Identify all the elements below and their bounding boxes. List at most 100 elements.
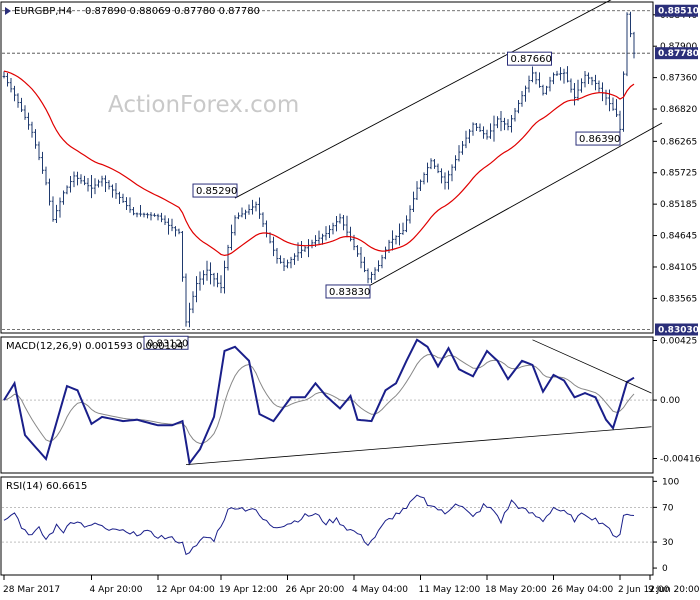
price-bar: [475, 122, 478, 131]
price-bar: [534, 71, 538, 85]
price-bar: [219, 275, 223, 294]
price-bar: [244, 209, 247, 220]
price-bar: [149, 212, 153, 221]
price-bar: [450, 164, 454, 182]
price-level-flag: [655, 323, 698, 336]
price-bar: [324, 226, 328, 241]
price-bar: [139, 204, 142, 217]
price-ytick-label: 0.84105: [660, 263, 697, 273]
price-bar: [20, 97, 23, 112]
x-tick-label: 11 May 12:00: [419, 585, 481, 595]
price-bar: [65, 185, 69, 195]
price-bar: [2, 71, 6, 79]
price-annotation: 0.83830: [325, 284, 371, 299]
price-bar: [142, 212, 146, 218]
price-bar: [13, 85, 16, 102]
price-level-flag-label: 0.83030: [658, 326, 699, 336]
channel-lower-line: [367, 122, 663, 287]
price-bar: [188, 302, 191, 328]
price-bar: [90, 175, 93, 199]
price-bar: [174, 226, 177, 237]
price-bar: [569, 78, 573, 93]
price-layer: 0.83120 0.85290 0.83830 0.87660 0.86390: [2, 0, 663, 350]
price-bar: [632, 31, 636, 59]
price-bar: [562, 68, 566, 84]
price-bar: [454, 155, 457, 171]
macd-title: MACD(12,26,9) 0.001593 0.000104: [6, 341, 184, 352]
price-bar: [580, 78, 583, 93]
price-bar: [83, 175, 86, 186]
price-bar: [41, 151, 44, 174]
price-bar: [156, 213, 160, 221]
price-bar: [191, 291, 195, 314]
price-bar: [48, 178, 51, 206]
price-bar: [118, 191, 121, 204]
price-bar: [496, 116, 499, 129]
macd-trendline: [185, 426, 652, 465]
price-bar: [289, 256, 293, 269]
rsi-title: RSI(14) 60.6615: [6, 481, 87, 492]
price-bar: [86, 177, 90, 192]
price-bar: [608, 89, 611, 112]
price-bar: [16, 93, 20, 108]
channel-upper-line: [234, 0, 612, 199]
price-bar: [429, 158, 433, 170]
x-tick-label: 26 Apr 20:00: [286, 585, 345, 595]
price-bar: [566, 66, 569, 83]
rsi-panel-frame: [0, 476, 654, 576]
price-bar: [464, 130, 468, 149]
price-bar: [279, 255, 282, 264]
macd-ytick-label: -0.004167: [660, 455, 700, 465]
price-bar: [366, 268, 370, 284]
price-bar: [293, 253, 296, 265]
price-bar: [615, 99, 618, 118]
price-bar: [506, 119, 510, 131]
price-bar: [457, 145, 461, 162]
price-bar: [128, 197, 132, 213]
x-tick-label: 26 May 04:00: [552, 585, 614, 595]
price-bar: [531, 66, 534, 83]
price-bar: [181, 231, 184, 282]
price-bar: [153, 213, 156, 217]
price-bar: [433, 158, 436, 169]
x-tick-label: 4 May 04:00: [352, 585, 408, 595]
price-bar: [62, 190, 65, 205]
x-tick-label: 2 Jun 12:00: [618, 585, 670, 595]
price-bar: [58, 197, 62, 218]
annotation-box: [507, 51, 552, 66]
price-bar: [111, 184, 114, 198]
price-bar: [79, 174, 83, 184]
price-bar: [345, 215, 349, 238]
price-bar: [104, 175, 107, 192]
price-bar: [401, 222, 405, 235]
price-bar: [132, 206, 135, 216]
price-bar: [545, 85, 548, 95]
x-tick-label: 12 Apr 04:00: [156, 585, 215, 595]
price-bar: [223, 260, 226, 294]
price-bar: [51, 196, 55, 222]
price-bar: [55, 204, 58, 224]
annotation-label: 0.83120: [147, 338, 188, 349]
price-bar: [303, 245, 307, 252]
price-bar: [363, 256, 366, 273]
price-bar: [135, 212, 139, 218]
price-bar: [282, 257, 286, 271]
price-bar: [398, 223, 401, 246]
symbol-label: EURGBP,H4: [14, 6, 72, 17]
x-tick-label: 28 Mar 2017: [3, 585, 60, 595]
price-bar: [552, 72, 555, 85]
price-bar: [275, 248, 279, 264]
price-bar: [370, 271, 373, 284]
price-ytick-label: 0.87360: [660, 74, 697, 84]
price-bar: [524, 85, 527, 102]
price-annotation: 0.87660: [507, 51, 552, 66]
price-bar: [373, 267, 377, 280]
watermark: ActionForex.com: [108, 92, 299, 118]
price-bar: [380, 254, 384, 269]
price-bar: [121, 193, 125, 203]
price-bar: [349, 226, 352, 242]
price-bar: [342, 214, 345, 231]
macd-panel-frame: [0, 336, 654, 474]
price-bar: [482, 126, 485, 139]
price-bar: [590, 76, 594, 86]
